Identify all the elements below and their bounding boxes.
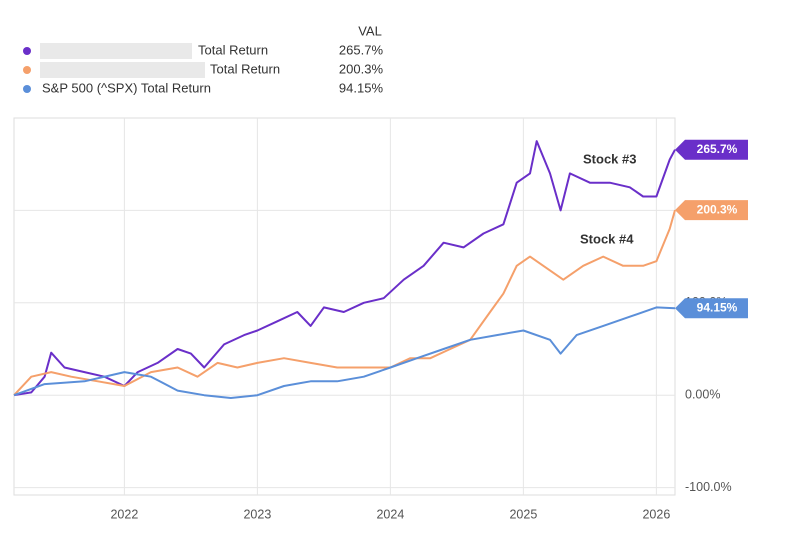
- x-tick-label: 2023: [243, 507, 271, 521]
- legend-label: Total Return: [198, 42, 268, 57]
- value-tag-label: 265.7%: [697, 142, 738, 156]
- line: [13, 306, 676, 399]
- x-tick-label: 2025: [509, 507, 537, 521]
- value-tag-label: 94.15%: [697, 300, 738, 314]
- legend-value: 265.7%: [339, 42, 384, 57]
- value-tag: [675, 139, 748, 160]
- plot-frame: [13, 117, 676, 496]
- y-tick-label: 0.00%: [685, 388, 720, 402]
- annotation: Stock #4: [580, 231, 634, 246]
- line: [13, 140, 676, 397]
- y-tick-label: -100.0%: [685, 480, 732, 494]
- x-tick-label: 2022: [110, 507, 138, 521]
- legend-marker: [23, 47, 31, 55]
- legend-value: 200.3%: [339, 61, 384, 76]
- line: [13, 209, 676, 396]
- legend-marker: [23, 85, 31, 93]
- legend-redaction: [40, 43, 192, 59]
- x-tick-label: 2024: [376, 507, 404, 521]
- legend-label: S&P 500 (^SPX) Total Return: [42, 80, 211, 95]
- value-tag-label: 200.3%: [697, 202, 738, 216]
- x-tick-label: 2026: [642, 507, 670, 521]
- legend-redaction: [40, 62, 205, 78]
- legend-value: 94.15%: [339, 80, 384, 95]
- value-tag: [675, 200, 748, 221]
- legend-header: VAL: [358, 23, 382, 38]
- value-tag: [675, 298, 748, 319]
- annotation: Stock #3: [583, 151, 636, 166]
- legend-marker: [23, 66, 31, 74]
- legend-label: Total Return: [210, 61, 280, 76]
